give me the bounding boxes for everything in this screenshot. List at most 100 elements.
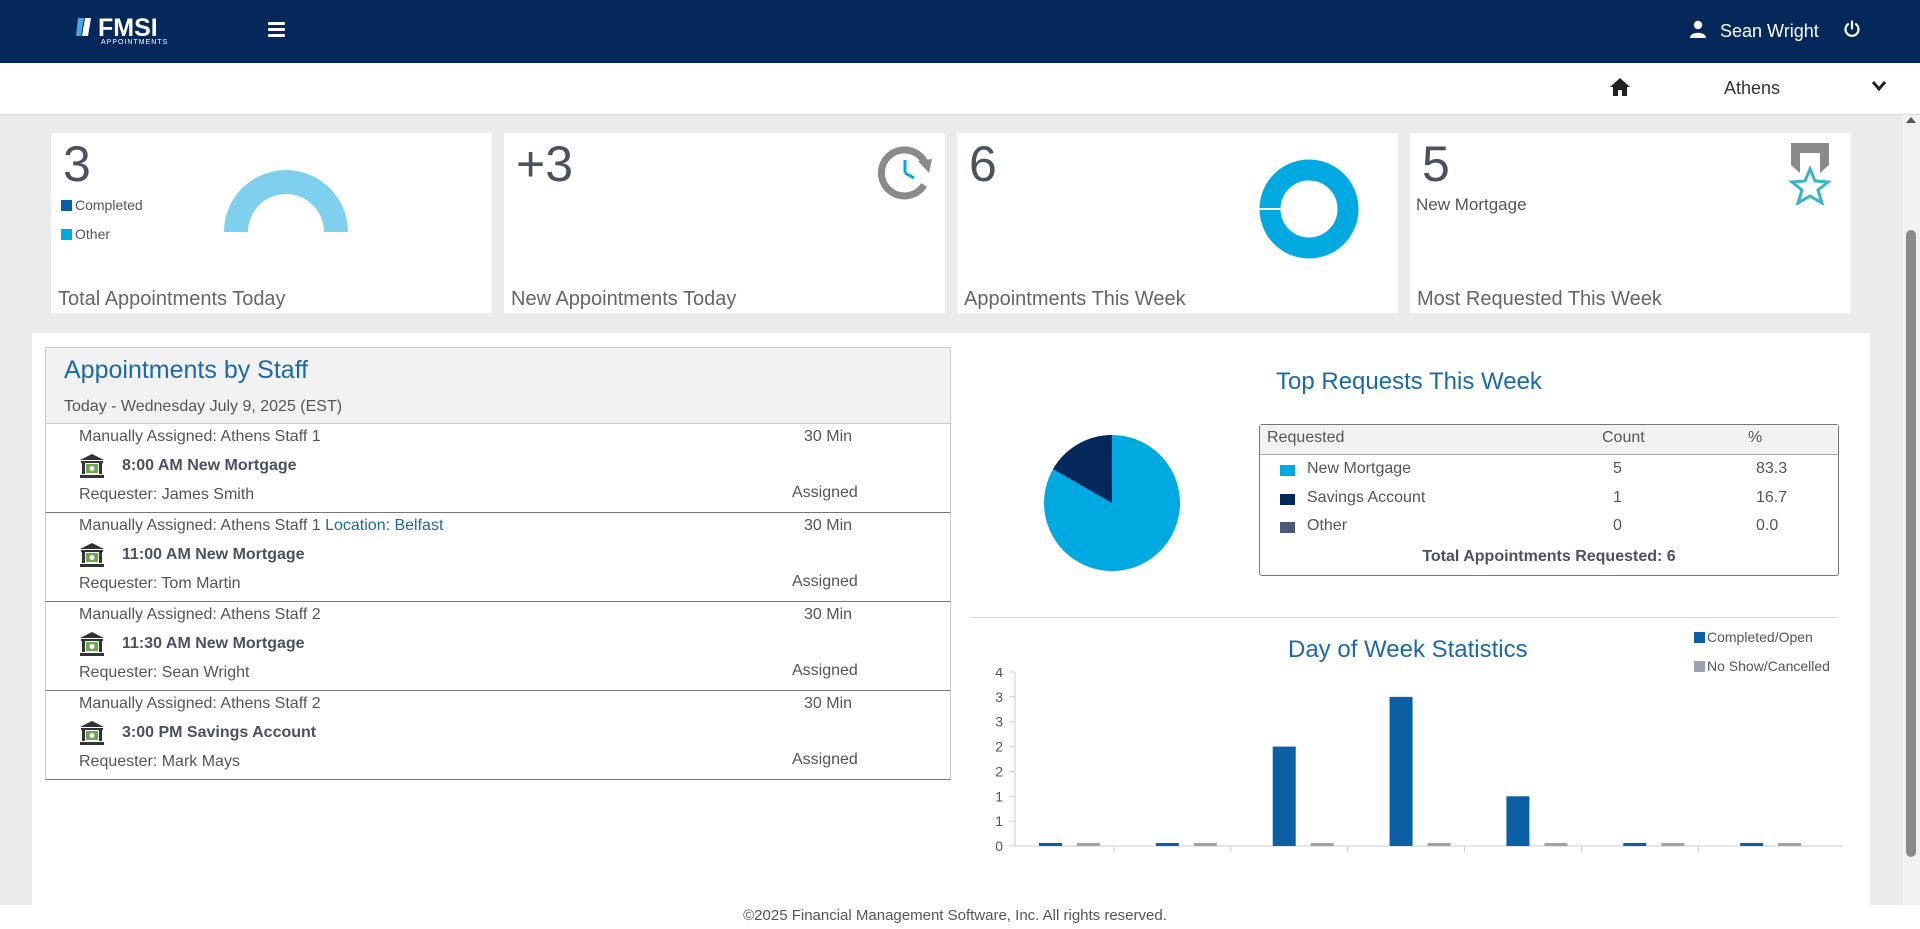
y-tick-label: 3 (995, 689, 1003, 705)
kpi-row: 3 Completed Other Total Appointments Tod… (32, 115, 1870, 333)
kpi-total-today: 3 Completed Other Total Appointments Tod… (51, 133, 492, 313)
bar-completed-open (1506, 796, 1530, 846)
bar-no-show-cancelled (1778, 843, 1802, 846)
clock-refresh-icon (877, 146, 932, 200)
bank-icon (80, 454, 104, 478)
kpi-label: New Appointments Today (511, 288, 737, 310)
appointment-row[interactable]: Manually Assigned: Athens Staff 1 30 Min… (45, 424, 951, 513)
kpi-number: 5 (1422, 136, 1450, 192)
row-percent: 83.3 (1756, 460, 1788, 477)
row-name: Savings Account (1307, 489, 1426, 506)
bar-no-show-cancelled (1661, 843, 1685, 846)
chevron-down-icon[interactable] (1871, 80, 1887, 92)
appointment-assignee: Manually Assigned: Athens Staff 2 (79, 606, 321, 623)
top-requests-table: Requested Count % New Mortgage 5 83.3 Sa… (1259, 424, 1839, 576)
appointment-duration: 30 Min (804, 517, 853, 534)
footer: ©2025 Financial Management Software, Inc… (0, 905, 1920, 929)
color-swatch (1280, 522, 1295, 533)
appointment-row[interactable]: Manually Assigned: Athens Staff 2 30 Min… (45, 602, 951, 691)
scrollbar-thumb[interactable] (1906, 230, 1916, 857)
bar-completed-open (1389, 696, 1413, 846)
row-name: New Mortgage (1307, 460, 1412, 477)
kpi-label: Total Appointments Today (58, 288, 286, 310)
home-icon[interactable] (1609, 77, 1631, 97)
kpi-label: Most Requested This Week (1417, 288, 1662, 310)
legend-item: Completed/Open (1694, 629, 1813, 645)
appointments-by-staff-panel: Appointments by Staff Today - Wednesday … (45, 347, 951, 780)
appointment-requester: Requester: Sean Wright (79, 664, 250, 681)
appointment-status: Assigned (792, 751, 858, 768)
dow-chart-title: Day of Week Statistics (1288, 636, 1528, 663)
bar-no-show-cancelled (1193, 843, 1217, 846)
bar-completed-open (1740, 843, 1764, 846)
staff-panel-date: Today - Wednesday July 9, 2025 (EST) (64, 398, 343, 415)
appointment-status: Assigned (792, 573, 858, 590)
user-name[interactable]: Sean Wright (1720, 21, 1819, 41)
appointment-row[interactable]: Manually Assigned: Athens Staff 2 30 Min… (45, 691, 951, 780)
logo-brand: FMSI (98, 14, 158, 42)
appointment-assignee: Manually Assigned: Athens Staff 1 Locati… (79, 517, 444, 534)
award-medal-icon (1788, 143, 1832, 205)
fmsi-logo[interactable]: FMSI APPOINTMENTS (76, 14, 176, 50)
user-icon (1690, 20, 1706, 38)
table-header: Requested Count % (1260, 425, 1838, 455)
appointment-title: 11:30 AM New Mortgage (122, 635, 305, 652)
y-tick-label: 3 (995, 714, 1003, 730)
kpi-sublabel: New Mortgage (1416, 195, 1527, 214)
appointment-assignee: Manually Assigned: Athens Staff 1 (79, 428, 321, 445)
y-tick-label: 2 (995, 739, 1003, 755)
appointment-duration: 30 Min (804, 606, 853, 623)
section-divider (969, 617, 1839, 618)
staff-panel-title: Appointments by Staff (64, 356, 309, 384)
appointment-title: 11:00 AM New Mortgage (122, 546, 305, 563)
y-tick-label: 0 (995, 838, 1003, 854)
today-gauge-chart (224, 170, 348, 232)
kpi-most-requested: 5 New Mortgage Most Requested This Week (1410, 133, 1851, 313)
scroll-up-arrow[interactable] (1906, 117, 1916, 123)
column-header: Requested (1267, 429, 1345, 446)
y-tick-label: 4 (995, 668, 1003, 680)
appointment-requester: Requester: Tom Martin (79, 575, 241, 592)
kpi-number: 6 (969, 136, 997, 192)
staff-panel-header: Appointments by Staff Today - Wednesday … (45, 347, 951, 424)
menu-icon[interactable] (268, 22, 285, 37)
appointment-requester: Requester: Mark Mays (79, 753, 240, 770)
appointment-duration: 30 Min (804, 695, 853, 712)
kpi-new-today: +3 New Appointments Today (504, 133, 945, 313)
gauge-arc-other (224, 170, 348, 232)
appointment-requester: Requester: James Smith (79, 486, 255, 503)
copyright-text: ©2025 Financial Management Software, Inc… (743, 907, 1167, 924)
bar-completed-open (1155, 843, 1179, 846)
logo-mark-icon (76, 18, 91, 36)
table-row: New Mortgage 5 83.3 (1260, 456, 1838, 484)
table-row: Savings Account 1 16.7 (1260, 485, 1838, 513)
vertical-scrollbar[interactable] (1903, 115, 1920, 905)
y-tick-label: 1 (995, 788, 1003, 804)
bank-icon (80, 543, 104, 567)
kpi-this-week: 6 Appointments This Week (957, 133, 1398, 313)
dashboard-content: 3 Completed Other Total Appointments Tod… (32, 115, 1870, 905)
branch-bar: Athens (0, 63, 1920, 115)
column-header: % (1748, 429, 1763, 446)
bar-completed-open (1623, 843, 1647, 846)
appointment-row[interactable]: Manually Assigned: Athens Staff 1 Locati… (45, 513, 951, 602)
bar-completed-open (1039, 843, 1062, 846)
branch-selector-label[interactable]: Athens (1724, 78, 1781, 98)
row-count: 1 (1613, 489, 1622, 506)
y-tick-label: 2 (995, 763, 1003, 779)
total-requested: Total Appointments Requested: 6 (1422, 548, 1676, 565)
legend-item: No Show/Cancelled (1694, 658, 1830, 674)
bar-no-show-cancelled (1544, 843, 1568, 846)
bank-icon (80, 632, 104, 656)
color-swatch (1280, 465, 1295, 476)
bank-icon (80, 721, 104, 745)
kpi-number: 3 (63, 136, 91, 192)
column-header: Count (1602, 429, 1645, 446)
week-donut-chart (1259, 159, 1359, 259)
appointment-location[interactable]: Location: Belfast (325, 517, 444, 534)
row-percent: 16.7 (1756, 489, 1788, 506)
bar-no-show-cancelled (1427, 843, 1451, 846)
appointment-duration: 30 Min (804, 428, 853, 445)
power-icon[interactable] (1843, 20, 1861, 38)
table-row: Other 0 0.0 (1260, 513, 1838, 541)
